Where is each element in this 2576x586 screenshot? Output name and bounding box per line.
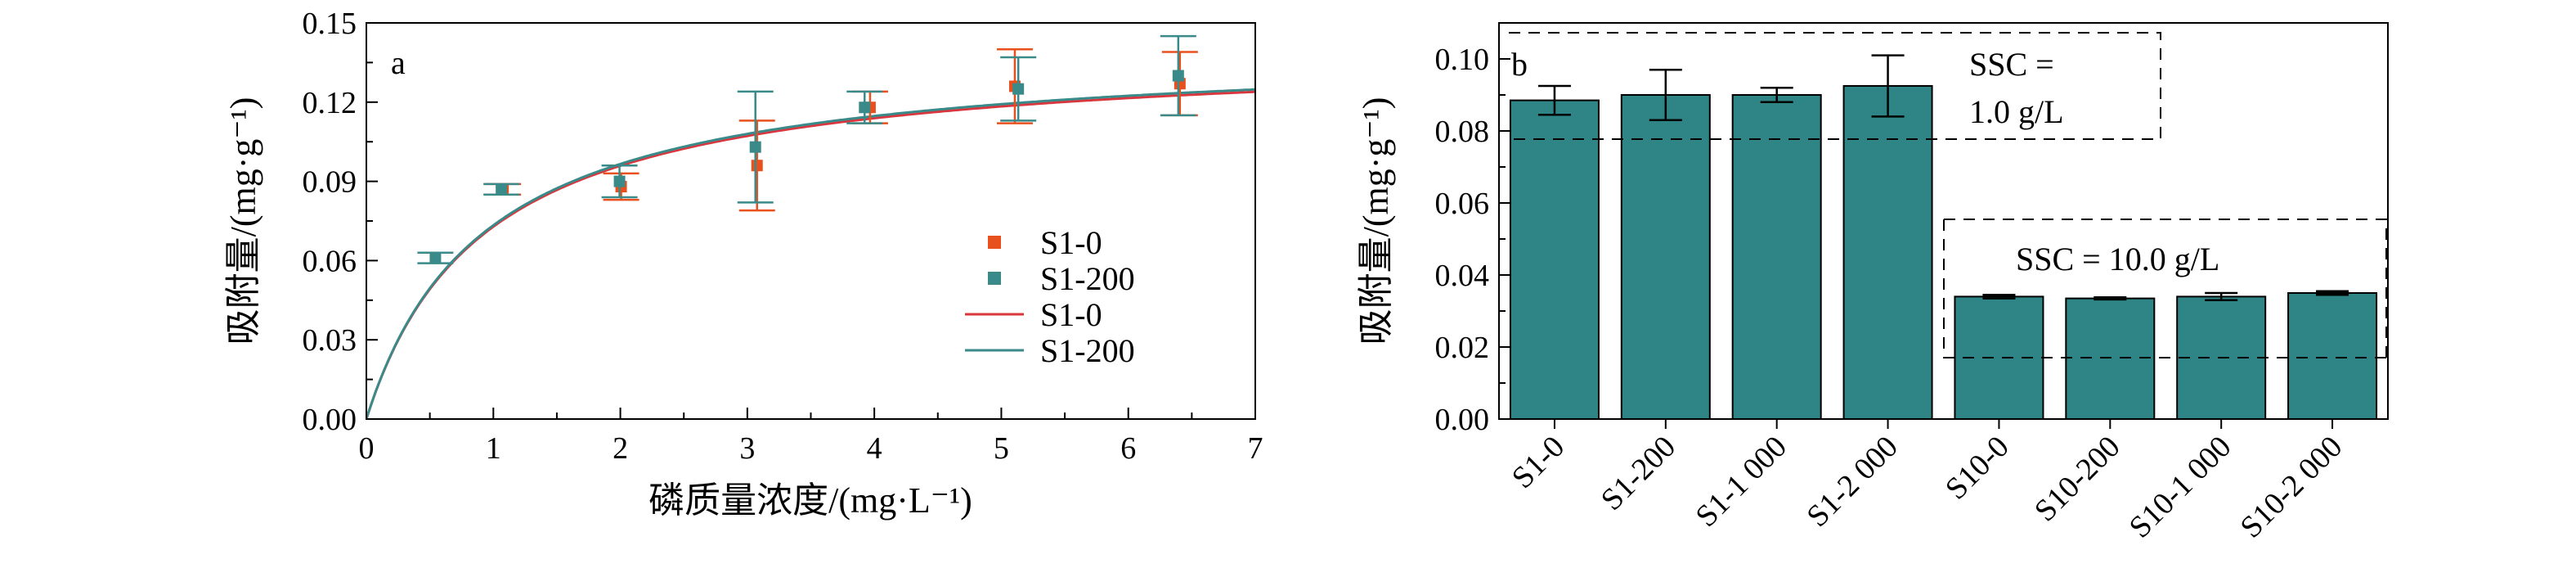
bar-S10-2 000 bbox=[2287, 292, 2378, 420]
bar-S1-2 000 bbox=[1842, 85, 1933, 420]
x-tick-label: S1-1 000 bbox=[1690, 430, 1793, 534]
panel-b-ssc-annotations: SSC = 1.0 g/L SSC = 10.0 g/L bbox=[1509, 32, 2387, 358]
data-point-S1-200 bbox=[601, 164, 638, 199]
bar-S10-200 bbox=[2065, 297, 2156, 420]
x-tick-label: 3 bbox=[739, 431, 755, 466]
panel-a-y-ticks: 0.00 0.03 0.06 0.09 0.12 0.15 bbox=[303, 7, 378, 437]
y-tick-label: 0.06 bbox=[1435, 187, 1490, 221]
marker-square bbox=[859, 101, 871, 114]
panel-b-plot-frame bbox=[1498, 22, 2389, 420]
bar-S1-200 bbox=[1620, 94, 1711, 420]
y-tick-label: 0.02 bbox=[1435, 331, 1490, 365]
y-tick-label: 0.09 bbox=[303, 165, 357, 200]
y-tick-label: 0.08 bbox=[1435, 115, 1490, 149]
marker-square bbox=[1012, 83, 1025, 95]
x-tick-label: S10-1 000 bbox=[2123, 430, 2238, 545]
legend-label: S1-200 bbox=[1040, 332, 1135, 369]
marker-square bbox=[429, 252, 442, 264]
y-tick-label: 0.00 bbox=[303, 403, 357, 437]
panel-b-y-axis-title: 吸附量/(mg·g⁻¹) bbox=[1356, 97, 1396, 345]
legend-label: S1-0 bbox=[1040, 224, 1102, 261]
panel-a-fit-curves bbox=[366, 88, 1255, 419]
data-point-S1-200 bbox=[417, 251, 454, 264]
marker-square bbox=[613, 175, 626, 187]
x-tick-label: 7 bbox=[1248, 431, 1263, 466]
data-point-S1-200 bbox=[1000, 56, 1037, 122]
data-point-S1-0 bbox=[738, 119, 775, 212]
data-point-S1-200 bbox=[846, 90, 883, 124]
x-tick-label: S1-2 000 bbox=[1800, 430, 1904, 534]
ssc-1-box bbox=[1509, 32, 2161, 140]
error-bar-S1-200 bbox=[1649, 68, 1682, 122]
data-point-S1-200 bbox=[483, 183, 520, 196]
marker-square bbox=[749, 141, 761, 153]
y-tick-label: 0.00 bbox=[1435, 403, 1490, 437]
x-tick-label: S10-2 000 bbox=[2234, 430, 2349, 545]
panel-b-x-ticks: S1-0 S1-200 S1-1 000 S1-2 000 S10-0 S10-200S1… bbox=[1506, 419, 2349, 545]
fit-curve-S1-200 bbox=[366, 88, 1255, 419]
ssc-10-box bbox=[1943, 219, 2387, 358]
x-tick-label: 2 bbox=[613, 431, 628, 466]
error-bar-S10-2 000 bbox=[2316, 290, 2349, 296]
x-tick-label: S1-200 bbox=[1595, 430, 1682, 517]
x-tick-label: S10-0 bbox=[1939, 430, 2016, 507]
panel-a-adsorption-isotherm: 0 1 2 3 4 5 6 7 0.00 0.03 0.06 0.09 0.12 0.15 a 磷质量浓… bbox=[223, 7, 1263, 521]
x-tick-label: 6 bbox=[1120, 431, 1136, 466]
data-point-S1-200 bbox=[1160, 34, 1196, 117]
x-tick-label: 4 bbox=[867, 431, 882, 466]
error-bar-S1-2 000 bbox=[1871, 54, 1905, 118]
panel-a-y-axis-title: 吸附量/(mg·g⁻¹) bbox=[223, 97, 263, 345]
y-tick-label: 0.12 bbox=[303, 86, 357, 120]
data-point-S1-200 bbox=[737, 90, 774, 204]
ssc-10-label: SSC = 10.0 g/L bbox=[2016, 241, 2219, 277]
ssc-1-label-line1: SSC = bbox=[1969, 46, 2054, 83]
x-tick-label: 5 bbox=[994, 431, 1009, 466]
panel-a-x-axis-title: 磷质量浓度/(mg·L⁻¹) bbox=[648, 480, 972, 521]
error-bar-S10-0 bbox=[1982, 293, 2016, 300]
error-bar-S10-1 000 bbox=[2205, 291, 2238, 302]
error-bar-S1-0 bbox=[1537, 84, 1571, 116]
bar-S1-1 000 bbox=[1731, 94, 1822, 420]
legend-label: S1-200 bbox=[1040, 260, 1135, 297]
y-tick-label: 0.06 bbox=[303, 244, 357, 278]
ssc-1-label-line2: 1.0 g/L bbox=[1969, 93, 2064, 130]
legend-marker bbox=[988, 236, 1001, 249]
marker-square bbox=[496, 183, 508, 196]
marker-square bbox=[1172, 70, 1184, 82]
y-tick-label: 0.04 bbox=[1435, 259, 1490, 293]
data-point-S1-0 bbox=[1161, 51, 1198, 117]
marker-square bbox=[751, 160, 763, 172]
panel-a-letter: a bbox=[391, 44, 406, 81]
x-tick-label: 1 bbox=[486, 431, 501, 466]
panel-a-x-ticks: 0 1 2 3 4 5 6 7 bbox=[359, 408, 1263, 466]
panel-b-bars bbox=[1509, 85, 2378, 420]
panel-b-bar-chart: 0.00 0.02 0.04 0.06 0.08 0.10 S1-0 S1-200 S1-1 … bbox=[1356, 22, 2389, 545]
fit-curve-S1-0 bbox=[366, 90, 1255, 419]
x-tick-label: S1-0 bbox=[1506, 430, 1571, 495]
bar-S1-0 bbox=[1509, 99, 1600, 420]
error-bar-S10-200 bbox=[2094, 296, 2127, 301]
y-tick-label: 0.10 bbox=[1435, 43, 1490, 77]
y-tick-label: 0.03 bbox=[303, 323, 357, 358]
legend-label: S1-0 bbox=[1040, 296, 1102, 333]
panel-b-error-bars bbox=[1537, 54, 2349, 302]
x-tick-label: S10-200 bbox=[2028, 430, 2127, 529]
legend-marker bbox=[988, 272, 1001, 285]
panel-b-y-ticks: 0.00 0.02 0.04 0.06 0.08 0.10 bbox=[1435, 43, 1510, 437]
panel-b-letter: b bbox=[1511, 46, 1528, 83]
panel-a-data-points bbox=[417, 34, 1198, 264]
x-tick-label: 0 bbox=[359, 431, 375, 466]
y-tick-label: 0.15 bbox=[303, 7, 357, 41]
error-bar-S1-1 000 bbox=[1760, 86, 1793, 104]
